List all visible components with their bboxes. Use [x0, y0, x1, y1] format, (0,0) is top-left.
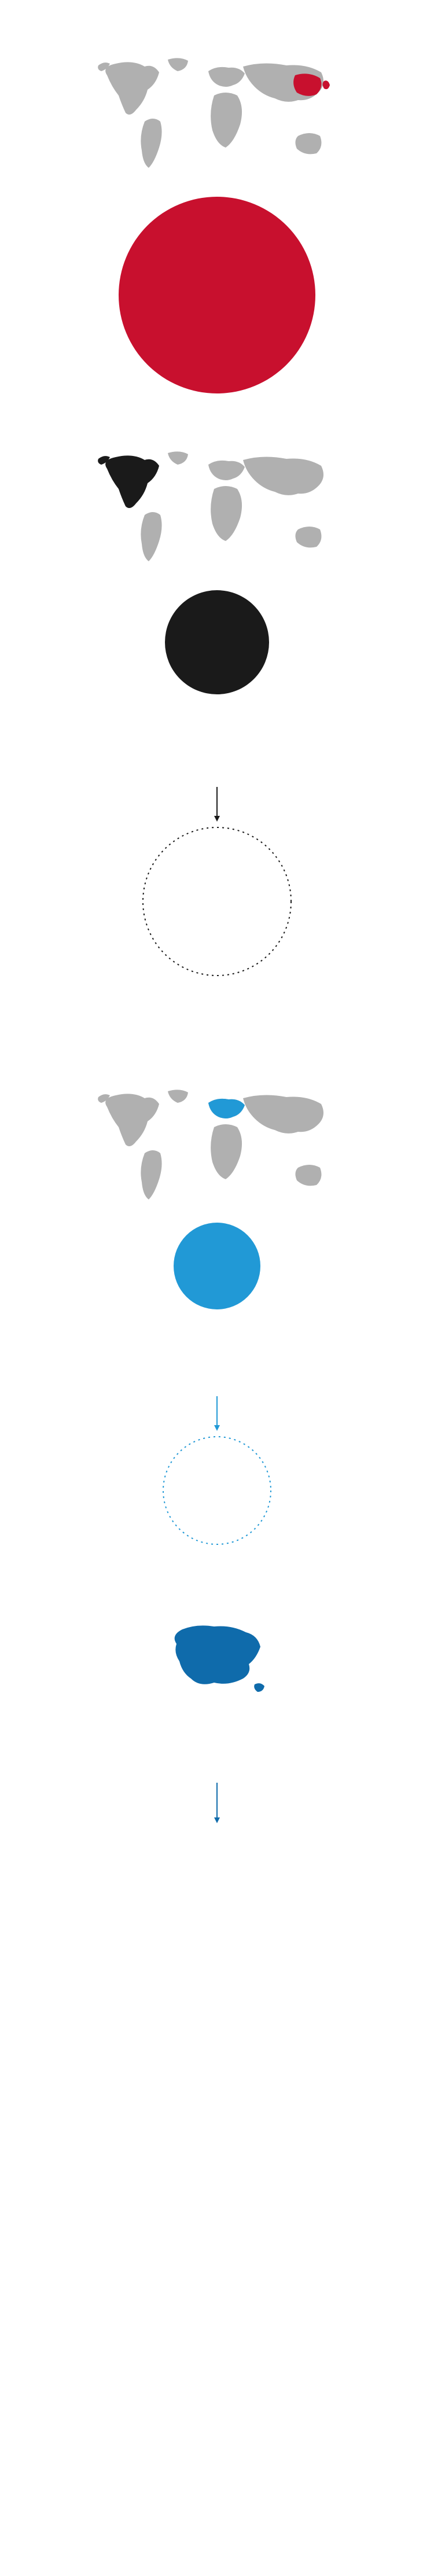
spacer	[0, 573, 434, 590]
spacer	[0, 1309, 434, 1396]
dotted-circle	[142, 826, 292, 980]
arrow-down-icon	[214, 787, 220, 822]
spacer	[0, 393, 434, 446]
spacer	[0, 980, 434, 1084]
spacer	[0, 1431, 434, 1436]
arrow-down-icon	[214, 1396, 220, 1431]
spacer	[0, 1548, 434, 1618]
world-map-europe	[90, 1084, 344, 1211]
world-map-east-asia	[90, 52, 344, 179]
spacer	[0, 1211, 434, 1223]
solid-circle	[119, 197, 315, 393]
spacer	[0, 1702, 434, 1783]
world-map-north-america	[90, 446, 344, 573]
arrow-down-icon	[214, 1783, 220, 1823]
spacer	[0, 1823, 434, 1939]
spacer	[0, 179, 434, 197]
country-shape-spain	[165, 1618, 269, 1702]
dotted-circle	[162, 1436, 272, 1548]
spacer	[0, 822, 434, 826]
solid-circle	[165, 590, 269, 694]
spacer	[0, 694, 434, 787]
solid-circle	[174, 1223, 260, 1309]
